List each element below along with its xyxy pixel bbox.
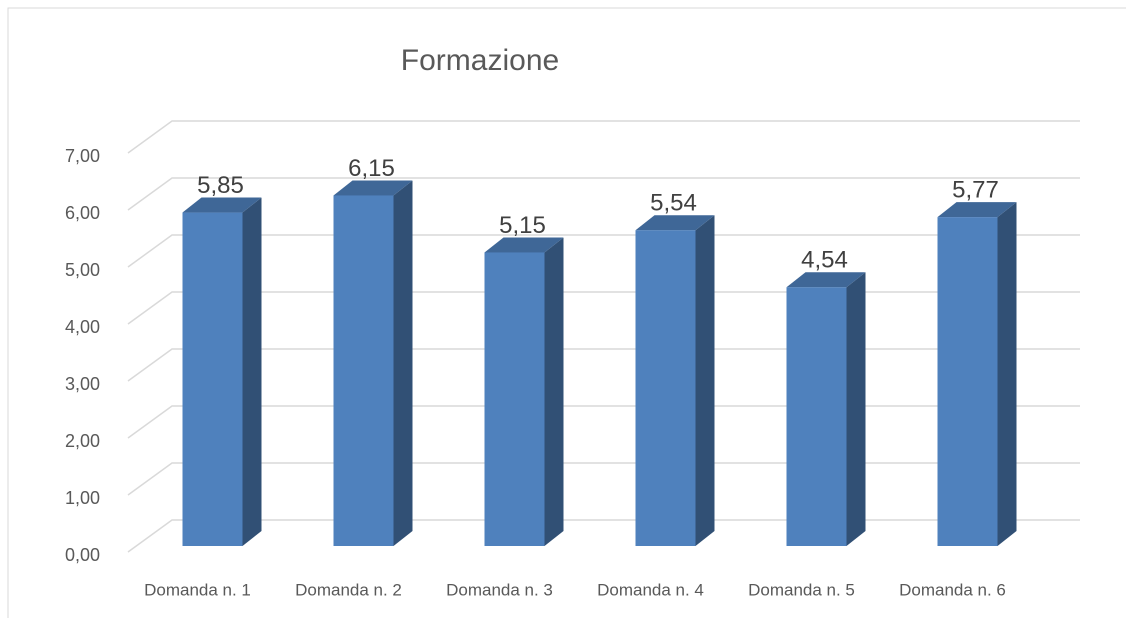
grid-line: [127, 177, 1080, 211]
bar-top: [786, 272, 866, 288]
bar-top: [182, 197, 262, 213]
chart-title: Formazione: [401, 44, 559, 77]
y-tick-label: 3,00: [65, 374, 100, 394]
y-tick-label: 6,00: [65, 203, 100, 223]
bar-side: [846, 272, 866, 546]
bar-top: [484, 237, 564, 253]
bar-side: [242, 197, 262, 547]
value-label: 4,54: [801, 247, 848, 274]
y-tick-label: 7,00: [65, 146, 100, 166]
value-label: 5,85: [197, 172, 244, 199]
value-label: 6,15: [348, 155, 395, 182]
bar: [333, 195, 394, 546]
x-tick-label: Domanda n. 1: [144, 580, 251, 599]
bar-side: [997, 202, 1017, 547]
x-tick-label: Domanda n. 6: [899, 580, 1006, 599]
bar: [635, 230, 696, 546]
y-tick-label: 5,00: [65, 260, 100, 280]
grid-line: [127, 348, 1080, 382]
bar: [786, 287, 847, 546]
bar-side: [393, 180, 413, 546]
chart-frame: [7, 7, 1126, 618]
y-tick-label: 4,00: [65, 317, 100, 337]
value-label: 5,77: [952, 176, 999, 203]
grid-line: [127, 291, 1080, 325]
bar-top: [635, 215, 715, 231]
bar: [937, 217, 998, 547]
bar-side: [544, 237, 564, 546]
y-tick-label: 1,00: [65, 488, 100, 508]
bar: [182, 212, 243, 547]
grid-line: [127, 519, 1080, 553]
bar-top: [333, 180, 413, 196]
x-tick-label: Domanda n. 5: [748, 580, 855, 599]
grid-line: [127, 234, 1080, 268]
bar-side: [695, 215, 715, 546]
y-tick-label: 2,00: [65, 431, 100, 451]
x-tick-label: Domanda n. 3: [446, 580, 553, 599]
grid-line: [127, 405, 1080, 439]
x-tick-label: Domanda n. 4: [597, 580, 704, 599]
value-label: 5,15: [499, 212, 546, 239]
value-label: 5,54: [650, 190, 697, 217]
x-tick-label: Domanda n. 2: [295, 580, 402, 599]
grid-line: [127, 462, 1080, 496]
bar-top: [937, 202, 1017, 218]
y-tick-label: 0,00: [65, 545, 100, 565]
bar: [484, 252, 545, 546]
grid-line: [127, 120, 1080, 154]
